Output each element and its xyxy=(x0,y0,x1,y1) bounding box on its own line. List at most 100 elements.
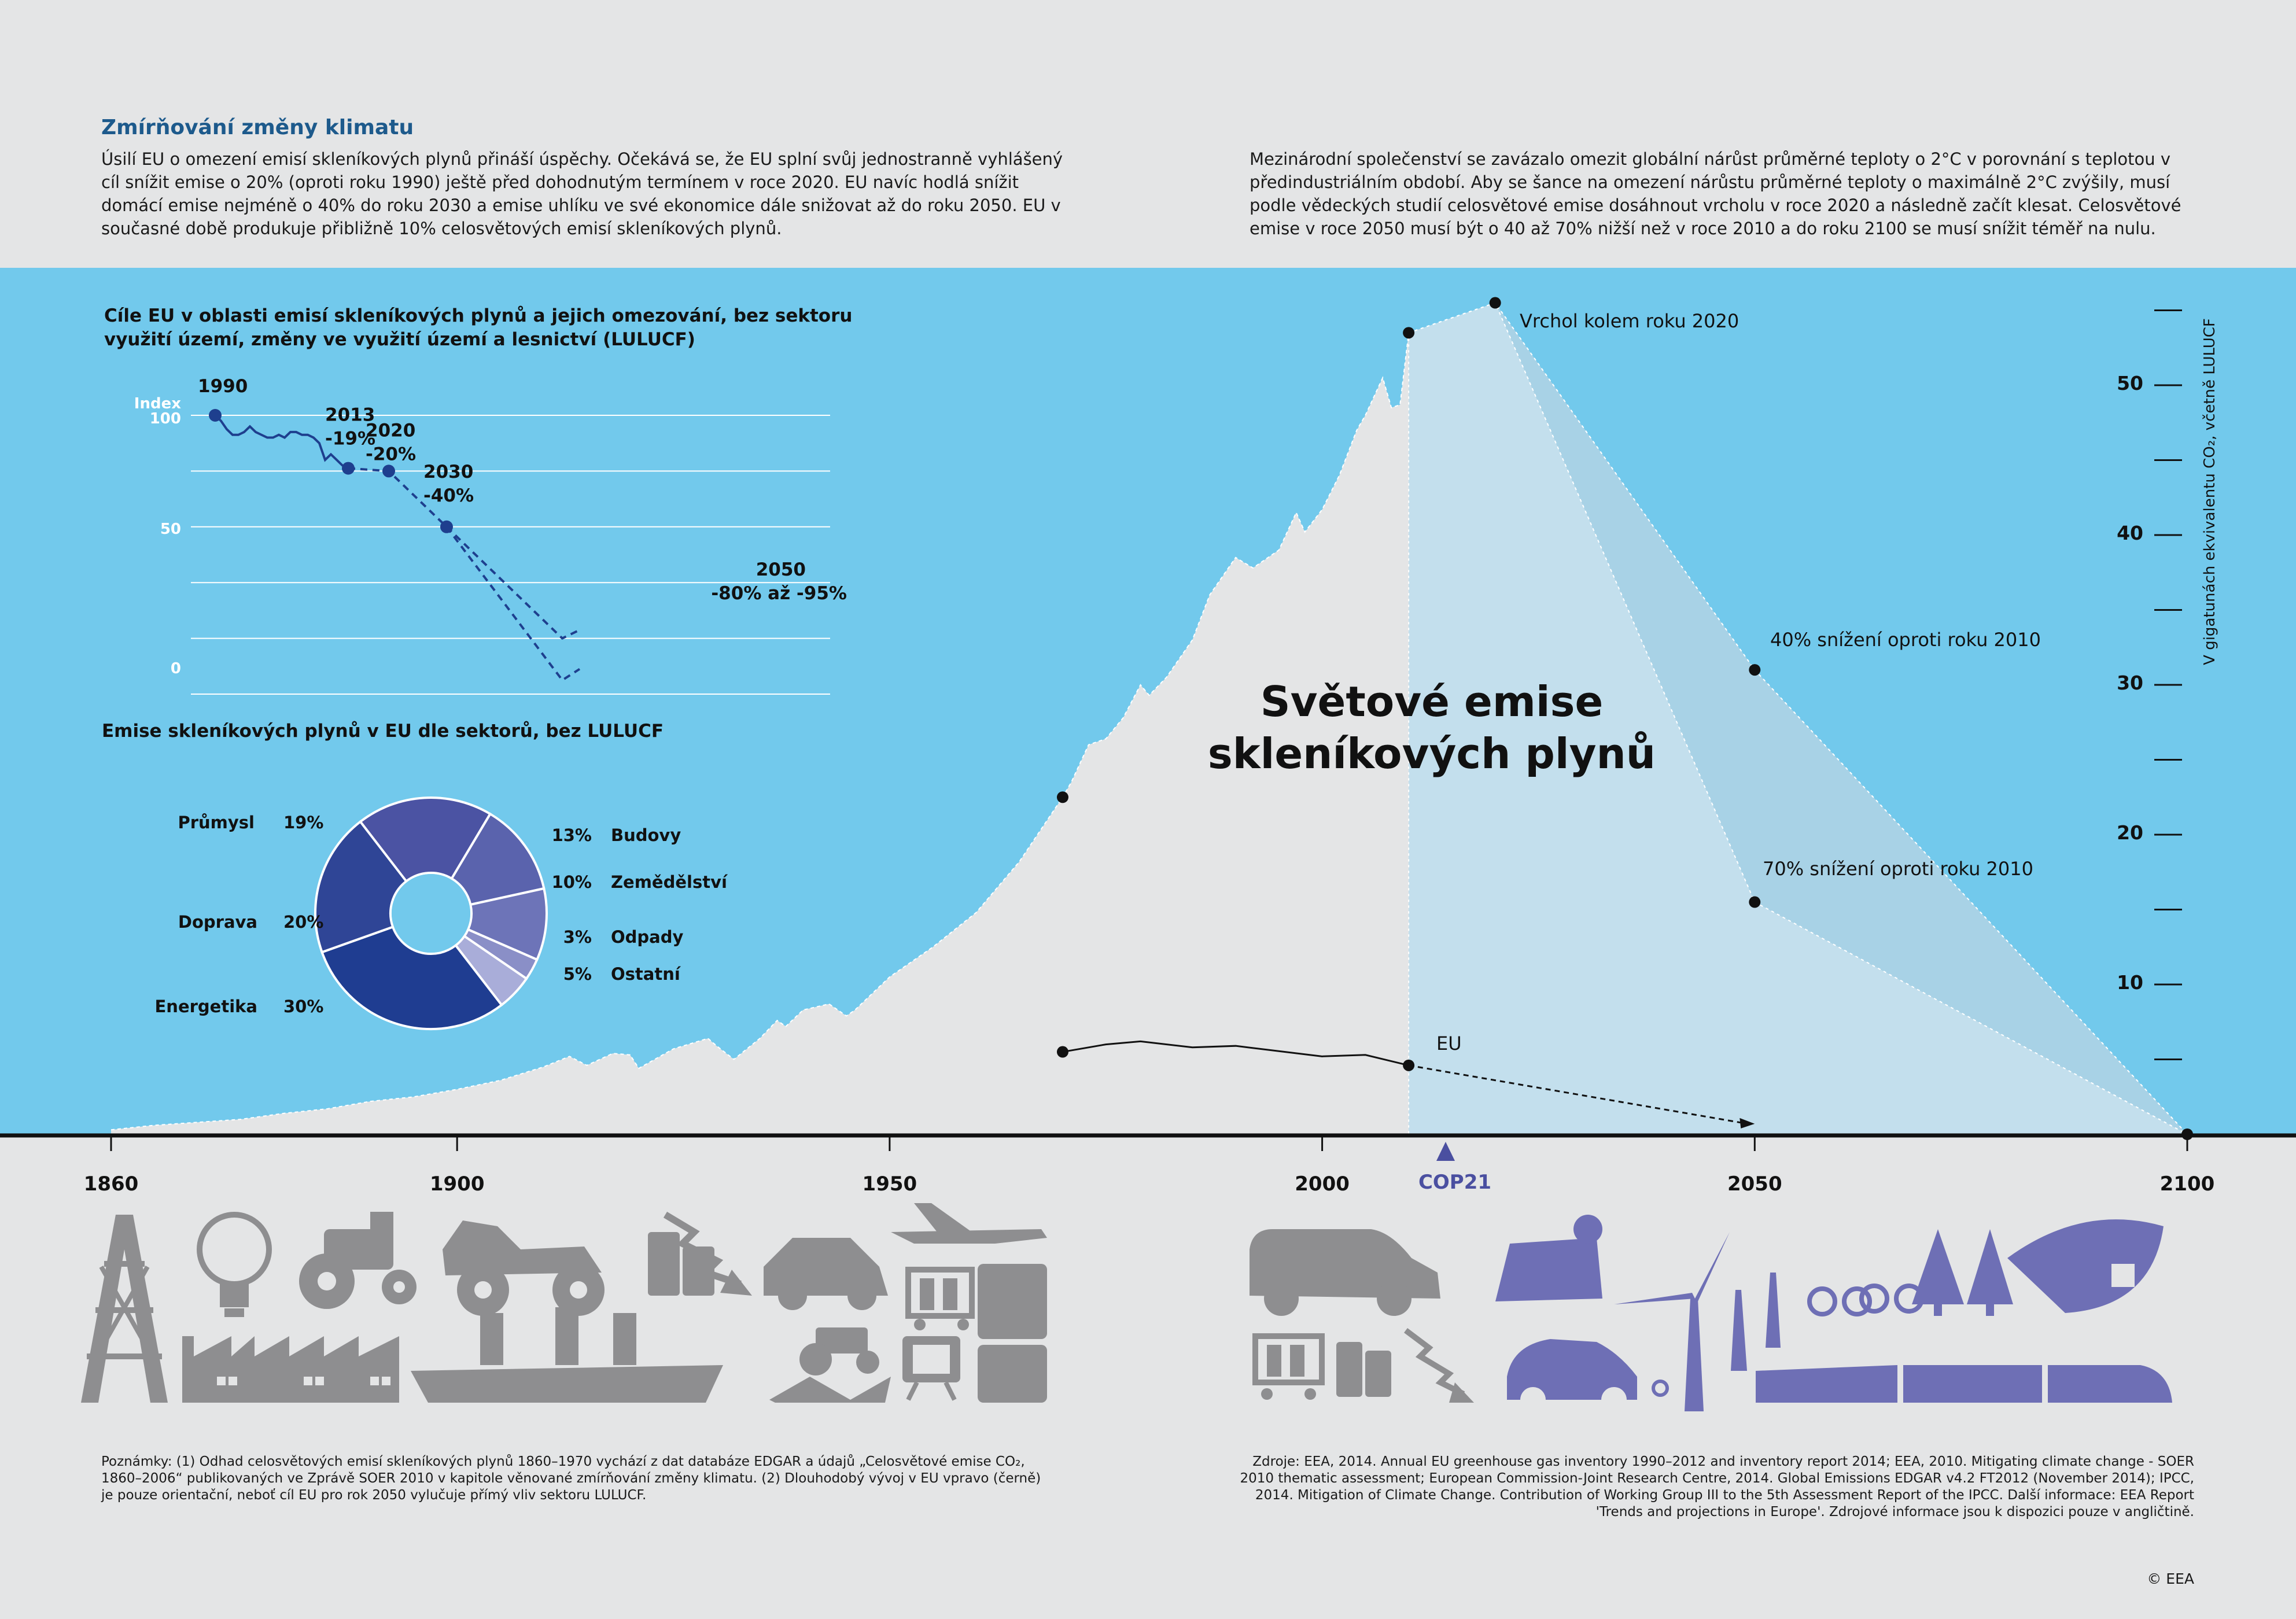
eu-projection-line xyxy=(1408,1064,1748,1125)
cop21-marker xyxy=(1436,1142,1455,1161)
index-chart-title-line2: využití území, změny ve využití území a … xyxy=(104,329,695,350)
eu-label: EU xyxy=(1436,1032,1462,1054)
data-point xyxy=(1489,297,1501,309)
sector-value: 19% xyxy=(283,813,323,832)
train-icon xyxy=(1756,1365,2172,1403)
sector-value: 5% xyxy=(563,964,592,984)
x-axis: 1860 1900 1950 2000 2050 2100 xyxy=(84,1135,2214,1196)
target-year-label: 2030 xyxy=(423,462,473,482)
steamship-icon xyxy=(411,1307,723,1403)
reduction-40-label: 40% snížení oproti roku 2010 xyxy=(1770,629,2041,651)
coins-icon xyxy=(1336,1342,1391,1397)
sector-value: 30% xyxy=(283,997,323,1016)
intro-global-paragraph: Mezinárodní společenství se zavázalo ome… xyxy=(1250,149,2181,238)
eu-history-line xyxy=(1062,1040,1409,1067)
x-tick-label: 2050 xyxy=(1727,1172,1782,1196)
copyright: © EEA xyxy=(2147,1570,2194,1587)
index-chart-grid: 0 50 100 xyxy=(150,410,830,695)
data-point xyxy=(1056,791,1068,803)
footer-sources: Zdroje: EEA, 2014. Annual EU greenhouse … xyxy=(1240,1454,2194,1520)
target-year-label: 1990 xyxy=(198,376,248,397)
footer-notes: Poznámky: (1) Odhad celosvětových emisí … xyxy=(101,1454,1041,1503)
cop21-label: COP21 xyxy=(1418,1171,1491,1194)
target-reduction-label: -20% xyxy=(366,444,416,464)
index-axis-label: Index xyxy=(134,395,181,412)
wind-turbine-icon xyxy=(1614,1232,1781,1411)
sector-name: Odpady xyxy=(611,927,683,947)
shopping-cart-icon xyxy=(905,1267,975,1330)
sector-value: 13% xyxy=(552,825,592,845)
slice-energetika xyxy=(320,925,503,1030)
sector-name: Energetika xyxy=(154,997,257,1016)
target-reduction-label: -19% xyxy=(325,429,375,449)
eu-index-target-2050 xyxy=(445,526,581,682)
past-technology-icons xyxy=(81,1203,1047,1403)
eu-projection-arrowhead xyxy=(1739,1118,1755,1128)
sector-name: Zemědělství xyxy=(611,872,728,892)
index-tick-label: 50 xyxy=(160,521,181,538)
projection-lines xyxy=(110,302,2188,1135)
sector-value: 10% xyxy=(552,872,592,892)
world-emissions-area xyxy=(111,333,1409,1134)
y-tick-label: 10 xyxy=(2117,971,2143,994)
y-tick-label: 20 xyxy=(2117,821,2143,844)
sector-name: Průmysl xyxy=(178,813,255,832)
index-tick-label: 100 xyxy=(150,410,181,427)
data-point xyxy=(1056,1046,1068,1058)
peak-label: Vrchol kolem roku 2020 xyxy=(1520,310,1739,332)
x-tick-label: 2000 xyxy=(1295,1172,1350,1196)
tractor-icon xyxy=(299,1212,417,1309)
refrigerator-icon xyxy=(978,1264,1047,1403)
intro-eu-paragraph: Úsilí EU o omezení emisí skleníkových pl… xyxy=(101,149,1063,238)
reduction-70-label: 70% snížení oproti roku 2010 xyxy=(1763,858,2033,880)
y-axis-title: V gigatunách ekvivalentu CO₂, včetně LUL… xyxy=(2201,318,2218,665)
x-tick-label: 1900 xyxy=(430,1172,485,1196)
index-chart-title-line1: Cíle EU v oblasti emisí skleníkových ply… xyxy=(104,305,852,326)
factory-icon xyxy=(182,1336,399,1403)
eu-index-history xyxy=(214,414,349,470)
airplane-icon xyxy=(891,1203,1047,1244)
target-point xyxy=(209,409,222,422)
target-reduction-label: -80% až -95% xyxy=(711,583,847,604)
trees-icon xyxy=(1912,1229,2013,1316)
pie-chart-title: Emise skleníkových plynů v EU dle sektor… xyxy=(102,721,664,742)
data-point xyxy=(1403,327,1415,339)
sector-name: Doprava xyxy=(178,912,257,932)
main-title-line2: skleníkových plynů xyxy=(1208,729,1656,778)
eu-index-target-2050 xyxy=(445,526,580,640)
x-tick-label: 1950 xyxy=(863,1172,917,1196)
target-point xyxy=(440,520,453,533)
oil-derrick-icon xyxy=(81,1215,168,1403)
solar-panel-icon xyxy=(1495,1215,1602,1301)
car-icon xyxy=(764,1238,888,1310)
data-point xyxy=(1749,664,1761,676)
target-year-label: 2013 xyxy=(325,405,375,426)
shopping-cart-icon xyxy=(1252,1333,1325,1400)
slice-budovy xyxy=(450,812,546,906)
target-point xyxy=(342,462,355,475)
slice-průmysl xyxy=(359,796,492,883)
sector-name: Budovy xyxy=(611,825,681,845)
target-point xyxy=(382,464,395,478)
cyclists-icon xyxy=(1807,1284,1924,1316)
target-reduction-label: -40% xyxy=(423,485,474,506)
farm-tractor-icon xyxy=(769,1327,891,1403)
electric-car-icon xyxy=(1507,1339,1669,1413)
future-technology-icons xyxy=(1250,1215,2172,1413)
sector-name: Ostatní xyxy=(611,964,681,984)
page-title: Zmírňování změny klimatu xyxy=(101,116,414,139)
sector-donut-chart xyxy=(314,796,548,1030)
y-tick-label: 50 xyxy=(2117,372,2143,394)
eu-series xyxy=(1062,1040,1755,1128)
sector-value: 20% xyxy=(283,912,323,932)
sector-labels: Energetika 30% Doprava 20% Průmysl 19% Budovy 1… xyxy=(154,813,728,1016)
television-icon xyxy=(902,1336,960,1401)
car-icon xyxy=(1250,1229,1440,1316)
leaf-house-icon xyxy=(2007,1219,2164,1313)
slice-doprava xyxy=(314,820,408,954)
data-point xyxy=(1403,1059,1415,1071)
sector-value: 3% xyxy=(563,927,592,947)
light-bulb-icon xyxy=(197,1212,272,1317)
data-point xyxy=(1749,896,1761,908)
